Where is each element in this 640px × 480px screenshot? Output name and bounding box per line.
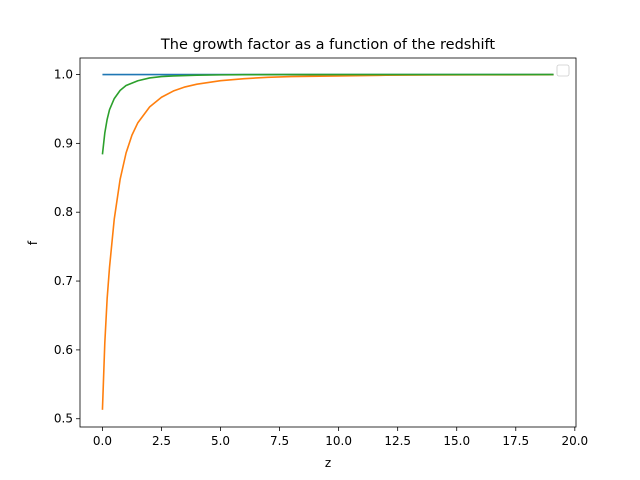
x-tick-label: 20.0 — [561, 434, 588, 448]
series-layer — [101, 73, 554, 410]
x-tick-label: 17.5 — [502, 434, 529, 448]
x-tick-label: 5.0 — [211, 434, 230, 448]
x-tick-label: 10.0 — [325, 434, 352, 448]
series-line-2 — [101, 73, 554, 410]
plot-area — [79, 57, 577, 428]
x-tick-label: 15.0 — [443, 434, 470, 448]
plot-background — [80, 58, 576, 427]
x-tick-label: 0.0 — [93, 434, 112, 448]
x-tick-label: 7.5 — [270, 434, 289, 448]
legend-box — [556, 64, 570, 77]
series-line-3 — [101, 73, 554, 155]
x-axis: 0.0 2.5 5.0 7.5 10.0 12.5 15.0 17.5 20.0 — [93, 427, 588, 448]
x-axis-label: z — [325, 456, 331, 470]
y-axis-label: f — [26, 240, 40, 245]
chart-title: The growth factor as a function of the r… — [160, 37, 495, 53]
x-tick-label: 2.5 — [152, 434, 171, 448]
plot-frame — [79, 57, 577, 428]
y-axis: 0.5 0.6 0.7 0.8 0.9 1.0 — [54, 68, 80, 426]
y-tick-label: 1.0 — [54, 68, 73, 82]
y-tick-label: 0.9 — [54, 136, 73, 150]
x-tick-label: 12.5 — [384, 434, 411, 448]
y-tick-label: 0.7 — [54, 274, 73, 288]
y-tick-label: 0.6 — [54, 343, 73, 357]
y-tick-label: 0.5 — [54, 412, 73, 426]
y-tick-label: 0.8 — [54, 205, 73, 219]
